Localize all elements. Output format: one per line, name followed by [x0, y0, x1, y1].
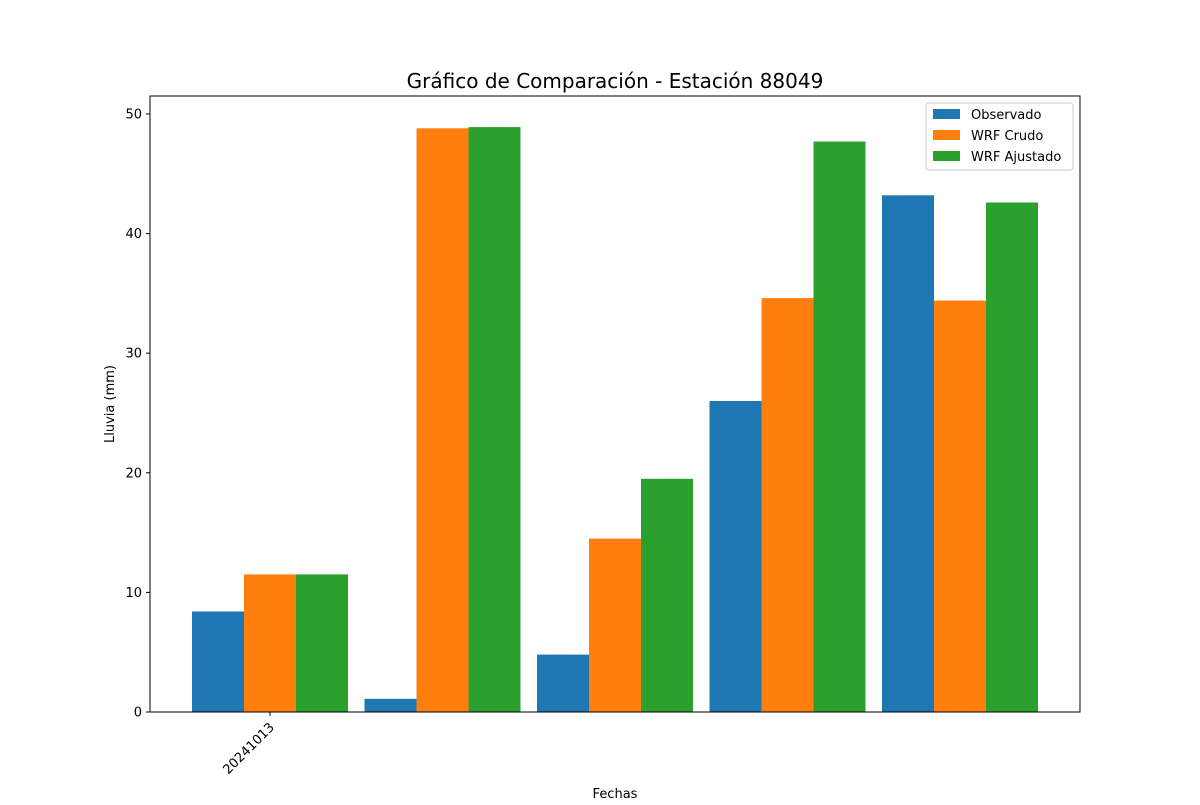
bar-wrf-ajustado-4	[813, 141, 866, 712]
bar-wrf-ajustado-1	[296, 574, 348, 712]
legend-swatch-wrf-crudo	[933, 130, 960, 140]
y-axis-label: Lluvia (mm)	[103, 365, 118, 443]
y-tick-label-30: 30	[125, 347, 142, 362]
legend-label-observado: Observado	[971, 108, 1042, 123]
bar-observado-2	[364, 698, 417, 712]
bar-observado-5	[882, 195, 934, 713]
bar-wrf-crudo-4	[761, 298, 814, 712]
y-axis: 0 10 20 30 40 50	[125, 107, 150, 721]
y-tick-label-0: 0	[134, 706, 142, 721]
bar-observado-3	[537, 654, 589, 712]
legend-swatch-observado	[933, 109, 960, 119]
legend-box	[925, 102, 1074, 171]
bar-wrf-ajustado-2	[468, 127, 521, 713]
bar-wrf-crudo-3	[589, 538, 641, 712]
bar-wrf-ajustado-5	[986, 202, 1038, 712]
bar-wrf-crudo-2	[416, 128, 469, 713]
y-tick-label-10: 10	[125, 586, 142, 601]
plot-frame	[149, 95, 1081, 713]
legend-swatch-wrf-ajustado	[933, 151, 960, 161]
bar-observado-4	[709, 401, 762, 712]
y-tick-label-50: 50	[125, 107, 142, 122]
legend: Observado WRF Crudo WRF Ajustado	[925, 102, 1074, 171]
legend-label-wrf-ajustado: WRF Ajustado	[971, 150, 1061, 165]
bars-layer	[192, 127, 1038, 713]
bar-observado-1	[192, 611, 244, 712]
y-tick-label-40: 40	[125, 227, 142, 242]
bar-wrf-ajustado-3	[641, 478, 693, 712]
bar-wrf-crudo-5	[934, 300, 986, 712]
legend-label-wrf-crudo: WRF Crudo	[971, 129, 1043, 144]
bar-wrf-crudo-1	[244, 574, 296, 712]
chart-title: Gráfico de Comparación - Estación 88049	[407, 69, 824, 93]
x-axis-label: Fechas	[593, 787, 638, 800]
y-tick-label-20: 20	[125, 466, 142, 481]
